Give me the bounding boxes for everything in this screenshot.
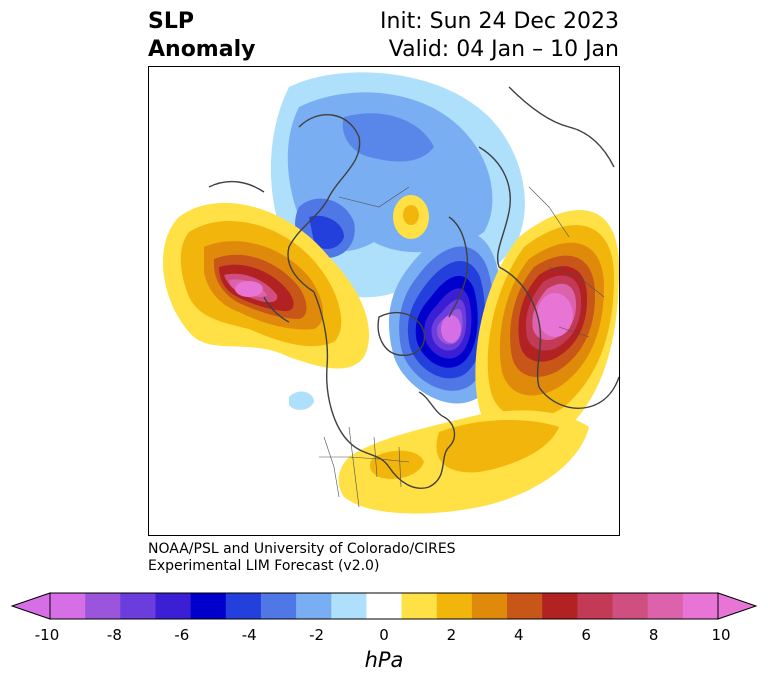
credit-line-2: Experimental LIM Forecast (v2.0) <box>148 558 380 574</box>
title-line-2: Anomaly <box>148 37 256 62</box>
colorbar-tick-label: 0 <box>379 626 389 644</box>
credit-text: NOAA/PSL and University of Colorado/CIRE… <box>148 541 456 575</box>
colorbar-tick-label: -10 <box>34 626 60 644</box>
colorbar-swatch <box>436 593 473 619</box>
colorbar-swatch <box>577 593 614 619</box>
colorbar-swatch <box>612 593 649 619</box>
coastlines <box>208 86 619 489</box>
colorbar-swatch <box>647 593 684 619</box>
north-atlantic-low-anomaly <box>389 231 504 404</box>
colorbar-ticks: -10 -8 -6 -4 -2 0 2 4 6 8 10 <box>0 626 768 646</box>
colorbar-tick-label: 6 <box>581 626 591 644</box>
colorbar-under-arrow <box>10 592 51 620</box>
colorbar <box>0 585 768 629</box>
colorbar-tick-label: -4 <box>241 626 257 644</box>
colorbar-tick-label: 8 <box>648 626 659 644</box>
colorbar-frame <box>49 592 719 620</box>
colorbar-swatch <box>120 593 156 619</box>
valid-date-label: Valid: 04 Jan – 10 Jan <box>388 37 619 62</box>
colorbar-swatch <box>471 593 508 619</box>
forecast-dates: Init: Sun 24 Dec 2023 Valid: 04 Jan – 10… <box>380 8 619 64</box>
colorbar-swatch <box>155 593 192 619</box>
colorbar-swatch <box>85 593 121 619</box>
colorbar-swatch <box>682 593 719 619</box>
baffin-positive-blob <box>393 195 429 239</box>
colorbar-tick-label: 4 <box>514 626 524 644</box>
init-date-label: Init: Sun 24 Dec 2023 <box>380 9 619 34</box>
colorbar-swatch <box>507 593 543 619</box>
colorbar-swatch <box>296 593 332 619</box>
colorbar-unit-label: hPa <box>364 648 404 672</box>
colorbar-graphic <box>10 592 758 620</box>
colorbar-tick-label: -6 <box>174 626 190 644</box>
alaska-negative-blob <box>289 391 314 410</box>
political-borders <box>319 186 605 508</box>
colorbar-tick-label: -2 <box>309 626 325 644</box>
title-line-1: SLP <box>148 9 194 34</box>
map-title: SLP Anomaly <box>148 8 255 64</box>
colorbar-tick-label: 2 <box>446 626 457 644</box>
eastern-us-high-anomaly <box>338 410 589 514</box>
colorbar-swatch <box>260 593 297 619</box>
colorbar-swatch <box>331 593 367 619</box>
colorbar-swatch <box>50 593 86 619</box>
colorbar-swatch <box>401 593 438 619</box>
colorbar-tick-label: -8 <box>106 626 122 644</box>
slp-anomaly-map <box>148 66 620 536</box>
credit-line-1: NOAA/PSL and University of Colorado/CIRE… <box>148 541 456 557</box>
pacific-high-anomaly <box>162 202 370 369</box>
colorbar-tick-label: 10 <box>711 626 731 644</box>
colorbar-over-arrow <box>717 592 758 620</box>
colorbar-swatch <box>542 593 578 619</box>
eurasia-high-anomaly <box>475 209 619 445</box>
colorbar-swatch <box>190 593 227 619</box>
colorbar-swatch <box>366 593 403 619</box>
colorbar-swatch <box>225 593 262 619</box>
